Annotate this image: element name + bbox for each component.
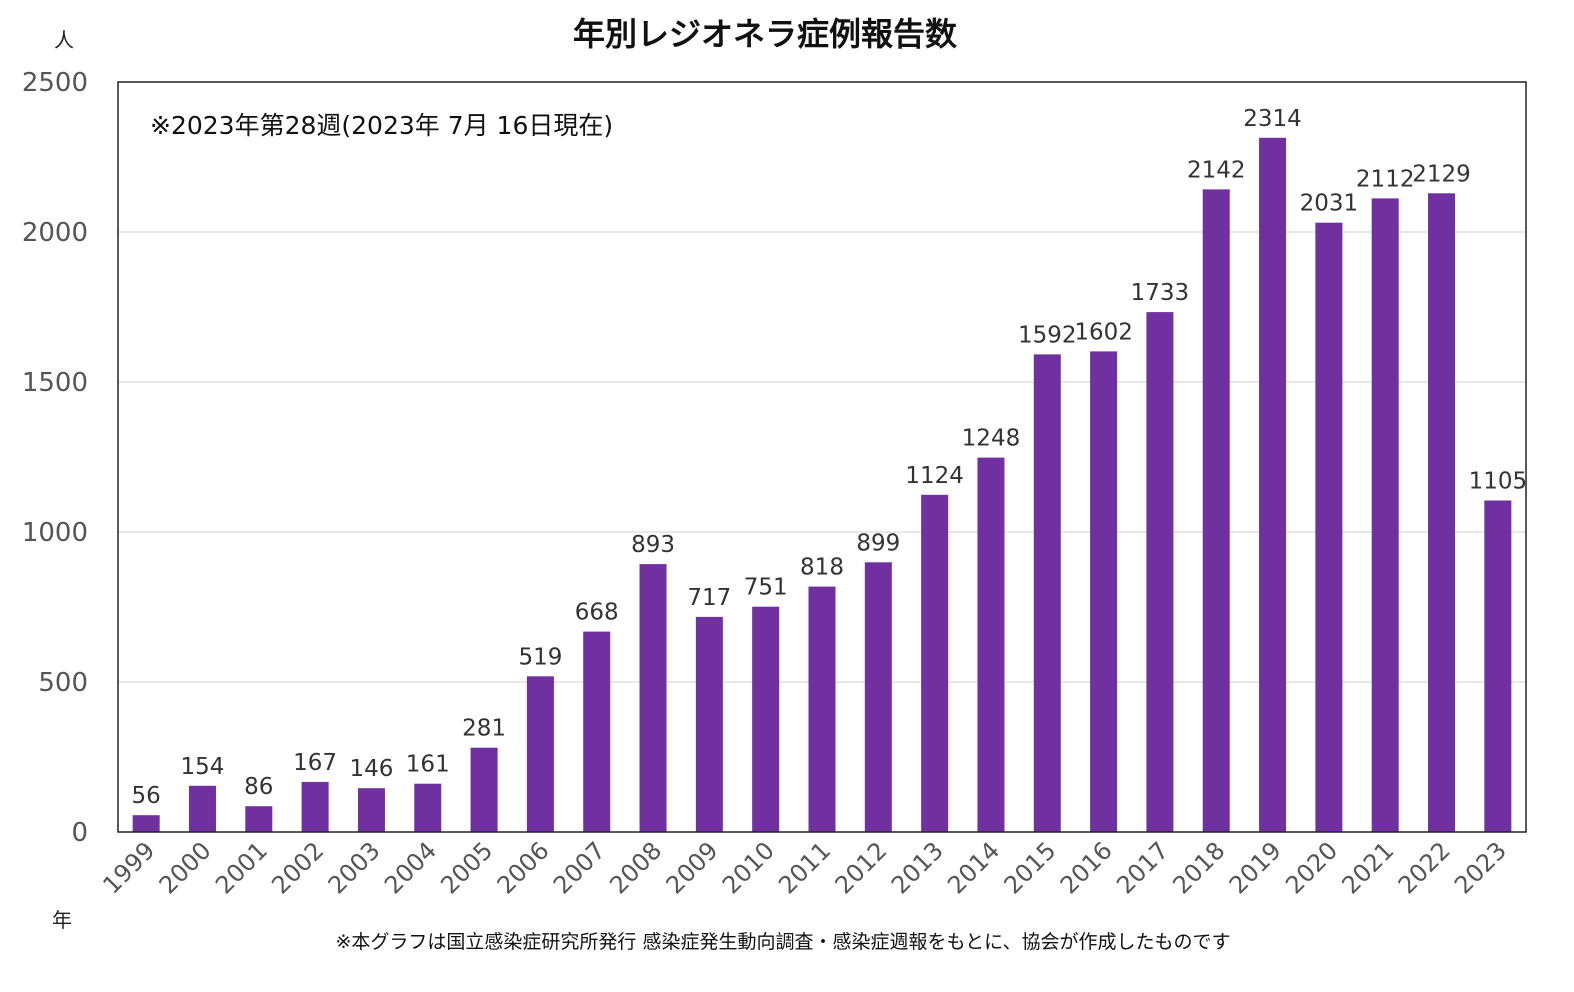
data-label: 519 [518, 644, 562, 670]
y-tick-label: 0 [71, 818, 88, 848]
chart-title: 年別レジオネラ症例報告数 [573, 15, 958, 53]
bar [245, 806, 273, 832]
x-tick-label: 2005 [435, 836, 498, 899]
bar [1484, 500, 1512, 832]
bar [583, 631, 611, 832]
x-tick-label: 2017 [1111, 836, 1174, 899]
data-label: 1105 [1469, 469, 1528, 495]
data-label: 161 [406, 752, 450, 778]
y-tick-label: 2000 [22, 218, 88, 248]
x-tick-label: 2000 [154, 836, 217, 899]
data-label: 281 [462, 716, 506, 742]
bar [752, 606, 780, 832]
data-label: 1248 [962, 426, 1021, 452]
x-axis-unit: 年 [52, 908, 72, 932]
bar [1371, 198, 1399, 832]
bar [1146, 312, 1174, 833]
chart-annotation: ※2023年第28週(2023年 7月 16日現在) [150, 111, 613, 140]
data-label: 899 [856, 530, 900, 556]
y-tick-label: 2500 [22, 68, 88, 98]
x-tick-label: 2014 [942, 836, 1005, 899]
bar [1202, 189, 1230, 832]
data-label: 2031 [1300, 191, 1359, 217]
data-label: 717 [687, 585, 731, 611]
x-tick-label: 2020 [1280, 836, 1343, 899]
bar [132, 815, 160, 832]
x-tick-label: 2013 [886, 836, 949, 899]
data-label: 1592 [1018, 322, 1077, 348]
x-tick-label: 2022 [1393, 836, 1456, 899]
bar [1033, 354, 1061, 832]
y-tick-label: 1500 [22, 368, 88, 398]
y-tick-label: 500 [38, 668, 88, 698]
data-label: 1733 [1131, 280, 1190, 306]
x-axis-ticks: 1999200020012002200320042005200620072008… [97, 836, 1512, 899]
data-labels: 56 154 86 167 146 161 281 519 668 893 717 751 818 899… [132, 106, 1528, 809]
x-tick-label: 2004 [379, 836, 442, 899]
y-axis-ticks: 0 500 1000 1500 2000 2500 [22, 68, 88, 848]
data-label: 818 [800, 555, 844, 581]
data-label: 2142 [1187, 157, 1246, 183]
bar [695, 616, 723, 832]
bar [808, 586, 836, 832]
bar [977, 457, 1005, 832]
data-label: 1124 [905, 463, 964, 489]
bars [132, 137, 1512, 833]
x-tick-label: 2007 [548, 836, 611, 899]
bar [357, 788, 385, 832]
x-tick-label: 2021 [1336, 836, 1399, 899]
y-axis-unit: 人 [54, 28, 74, 52]
x-tick-label: 2001 [210, 836, 273, 899]
data-label: 2112 [1356, 166, 1415, 192]
x-tick-label: 2015 [999, 836, 1062, 899]
x-tick-label: 2023 [1449, 836, 1512, 899]
data-label: 893 [631, 532, 675, 558]
data-label: 2129 [1412, 161, 1471, 187]
bar [470, 747, 498, 832]
bar [921, 494, 949, 832]
data-label: 167 [293, 750, 337, 776]
data-label: 154 [181, 754, 225, 780]
data-label: 668 [575, 600, 619, 626]
data-label: 751 [744, 575, 788, 601]
x-tick-label: 2002 [266, 836, 329, 899]
bar [188, 785, 216, 832]
bar [1259, 137, 1287, 833]
data-label: 86 [244, 774, 273, 800]
x-tick-label: 1999 [97, 836, 160, 899]
bar [414, 783, 442, 832]
bar [1315, 222, 1343, 832]
x-tick-label: 2018 [1167, 836, 1230, 899]
x-tick-label: 2011 [773, 836, 836, 899]
y-tick-label: 1000 [22, 518, 88, 548]
chart-footnote: ※本グラフは国立感染症研究所発行 感染症発生動向調査・感染症週報をもとに、協会が… [335, 931, 1230, 953]
plot-area-border [117, 81, 1527, 833]
data-label: 1602 [1074, 319, 1133, 345]
bar [301, 781, 329, 832]
bar [1428, 193, 1456, 833]
x-tick-label: 2010 [717, 836, 780, 899]
data-label: 56 [132, 783, 161, 809]
x-tick-label: 2016 [1055, 836, 1118, 899]
x-tick-label: 2009 [661, 836, 724, 899]
bar [864, 562, 892, 832]
bar [526, 676, 554, 832]
bar [1090, 351, 1118, 832]
x-tick-label: 2008 [604, 836, 667, 899]
data-label: 2314 [1243, 106, 1302, 132]
x-tick-label: 2019 [1224, 836, 1287, 899]
x-tick-label: 2003 [323, 836, 386, 899]
x-tick-label: 2012 [830, 836, 893, 899]
bar [639, 564, 667, 832]
x-tick-label: 2006 [492, 836, 555, 899]
data-label: 146 [349, 756, 393, 782]
